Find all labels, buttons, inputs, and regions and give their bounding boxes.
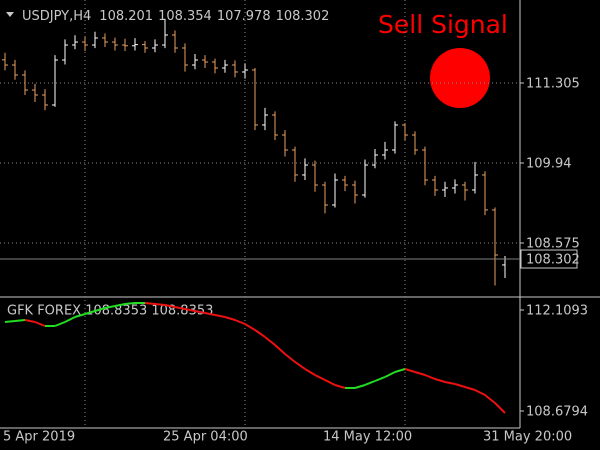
x-tick-label: 5 Apr 2019	[3, 430, 75, 445]
indicator-segment	[324, 379, 336, 386]
indicator-segment	[144, 302, 156, 306]
indicator-segment	[354, 384, 366, 389]
indicator-segment	[154, 303, 166, 307]
indicator-segment	[424, 374, 436, 380]
chart-header: USDJPY,H4 108.201 108.354 107.978 108.302	[22, 9, 329, 24]
last-open: 108.201	[99, 9, 153, 24]
indicator-segment	[314, 374, 326, 381]
indicator-segment	[114, 303, 126, 307]
indicator-segment	[264, 336, 276, 346]
indicator-segment	[404, 368, 416, 373]
indicator-segment	[474, 389, 486, 396]
indicator-segment	[454, 383, 466, 388]
indicator-segment	[214, 314, 226, 318]
indicator-segment	[124, 302, 136, 306]
x-tick-label: 25 Apr 04:00	[163, 430, 248, 445]
indicator-segment	[174, 306, 186, 310]
indicator-segment	[24, 319, 36, 323]
indicator-segment	[234, 319, 246, 325]
indicator-segment	[84, 310, 96, 315]
last-price-box	[520, 249, 578, 269]
indicator-segment	[164, 304, 176, 308]
indicator-segment	[434, 378, 446, 383]
indicator-segment	[34, 321, 46, 327]
indicator-segment	[384, 371, 396, 378]
indicator-segment	[64, 316, 76, 323]
indicator-segment	[184, 308, 196, 312]
signal-dot	[430, 48, 490, 108]
x-tick-label: 14 May 12:00	[323, 430, 412, 445]
indicator-segment	[54, 321, 66, 327]
symbol: USDJPY,H4	[22, 9, 91, 24]
indicator-segment	[464, 386, 476, 391]
indicator-segment	[94, 307, 106, 312]
indicator-segment	[14, 319, 26, 322]
x-tick-label: 31 May 20:00	[483, 430, 572, 445]
indicator-segment	[194, 310, 206, 314]
y-tick-label: 111.305	[526, 76, 580, 91]
indicator-segment	[374, 376, 386, 382]
indicator-segment	[494, 402, 506, 414]
indicator-segment	[74, 313, 86, 318]
indicator-segment	[414, 371, 426, 376]
last-close: 108.302	[276, 9, 330, 24]
y-tick-label: 108.575	[526, 237, 580, 252]
y-tick-label: 112.1093	[526, 304, 588, 319]
indicator-segment	[284, 353, 296, 363]
last-price-label: 108.302	[526, 253, 580, 268]
indicator-segment	[444, 381, 456, 385]
signal-text: Sell Signal	[378, 10, 508, 39]
last-low: 107.978	[217, 9, 271, 24]
indicator-segment	[484, 394, 496, 404]
last-high: 108.354	[158, 9, 212, 24]
indicator-segment	[204, 312, 216, 316]
indicator-segment	[4, 320, 16, 323]
indicator-segment	[294, 361, 306, 370]
indicator-segment	[334, 384, 346, 389]
indicator-segment	[304, 368, 316, 376]
indicator-segment	[394, 368, 406, 373]
indicator-segment	[104, 305, 116, 309]
y-tick-label: 108.6794	[526, 404, 588, 419]
indicator-label: GFK FOREX 108.8353 108.8353	[7, 304, 213, 319]
menu-arrow[interactable]	[6, 12, 14, 17]
indicator-segment	[254, 329, 266, 338]
indicator-segment	[274, 344, 286, 355]
indicator-segment	[224, 316, 236, 321]
y-tick-label: 109.94	[526, 157, 572, 172]
indicator-segment	[244, 323, 256, 331]
indicator-segment	[364, 380, 376, 386]
